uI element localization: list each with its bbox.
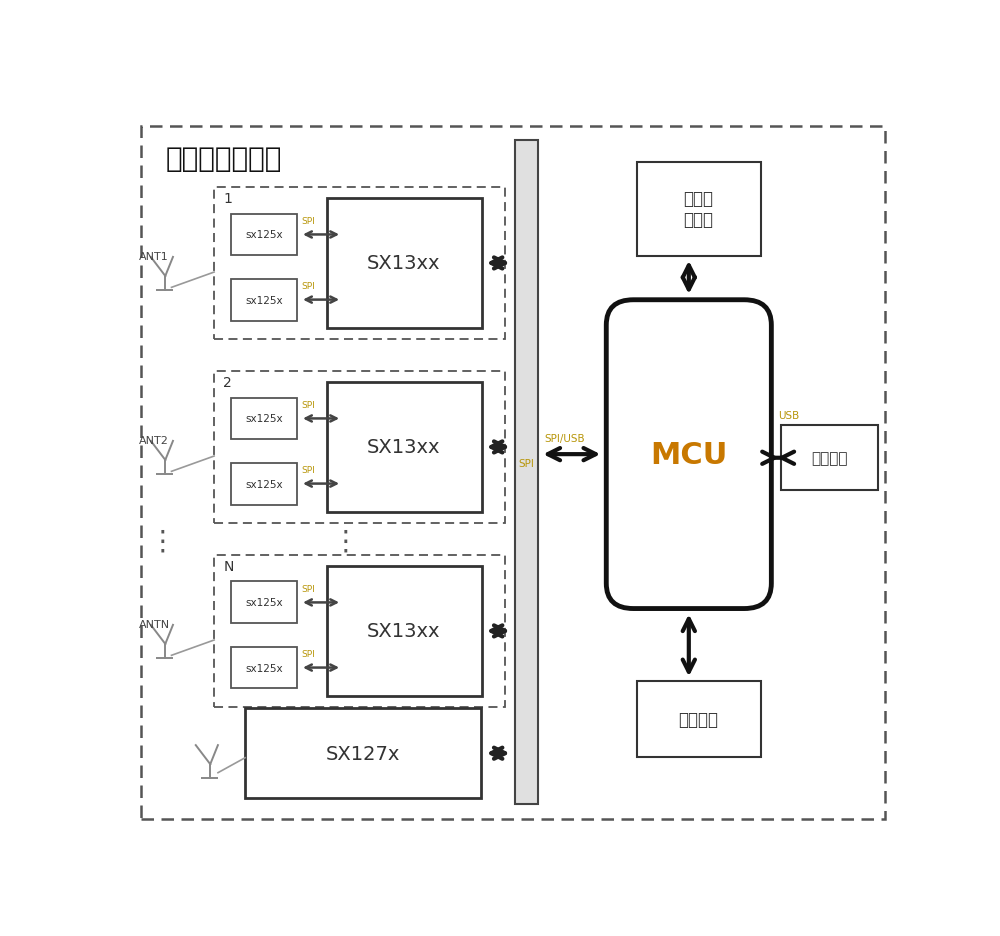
Text: SX127x: SX127x	[326, 744, 400, 763]
Bar	[637, 163, 761, 256]
Text: sx125x: sx125x	[245, 598, 283, 607]
Text: ANTN: ANTN	[139, 619, 170, 629]
Text: 存储介质: 存储介质	[812, 451, 848, 466]
Bar	[231, 398, 297, 440]
Text: SPI/USB: SPI/USB	[544, 434, 585, 444]
Text: ANT1: ANT1	[139, 251, 169, 261]
Text: sx125x: sx125x	[245, 663, 283, 673]
Text: SX13xx: SX13xx	[367, 622, 441, 641]
Text: sx125x: sx125x	[245, 479, 283, 490]
Text: MCU: MCU	[650, 440, 728, 469]
Text: ⋮: ⋮	[148, 527, 176, 555]
Text: SPI: SPI	[301, 465, 315, 475]
Text: ANT2: ANT2	[139, 435, 169, 445]
Bar	[214, 372, 505, 523]
Bar	[231, 463, 297, 505]
Text: ⋮: ⋮	[332, 527, 360, 555]
Text: SPI: SPI	[301, 584, 315, 592]
Text: sx125x: sx125x	[245, 414, 283, 424]
Bar	[781, 426, 878, 490]
Bar	[637, 681, 761, 757]
Bar	[326, 566, 482, 696]
Text: 可移动升级装置: 可移动升级装置	[165, 145, 282, 173]
Bar	[326, 383, 482, 512]
Text: N: N	[223, 559, 234, 573]
Text: 2: 2	[223, 375, 232, 389]
Text: sx125x: sx125x	[245, 295, 283, 305]
Bar	[231, 582, 297, 623]
Bar	[214, 188, 505, 340]
Text: SPI: SPI	[301, 216, 315, 226]
Text: SX13xx: SX13xx	[367, 438, 441, 457]
Text: 运动执
行单元: 运动执 行单元	[684, 190, 714, 229]
Text: USB: USB	[778, 410, 800, 420]
Bar	[231, 647, 297, 689]
Bar	[231, 214, 297, 256]
Text: SPI: SPI	[301, 649, 315, 658]
Bar	[231, 279, 297, 321]
Bar	[515, 141, 538, 804]
Text: SPI: SPI	[301, 282, 315, 290]
Text: SPI: SPI	[301, 401, 315, 409]
Text: 1: 1	[223, 192, 232, 206]
Bar	[326, 198, 482, 329]
Text: sx125x: sx125x	[245, 230, 283, 241]
Text: SX13xx: SX13xx	[367, 255, 441, 273]
FancyBboxPatch shape	[606, 300, 771, 609]
Text: SPI: SPI	[518, 459, 534, 468]
Text: 导航单元: 导航单元	[678, 710, 718, 728]
Bar	[245, 709, 481, 798]
Bar	[214, 556, 505, 707]
